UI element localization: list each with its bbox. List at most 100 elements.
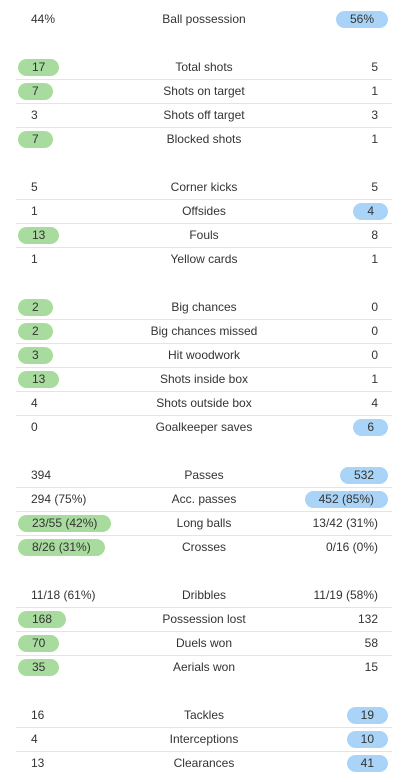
stat-label: Blocked shots [166,132,242,146]
home-value-cell: 11/18 (61%) [18,584,109,607]
home-value-highlight: 7 [18,83,53,100]
stat-row: 7 Shots on target 1 [16,80,392,104]
home-value-cell: 44% [18,8,69,31]
away-value-cell: 1 [357,368,388,391]
home-value: 3 [31,108,38,122]
home-value-cell: 2 [18,296,53,319]
stat-label: Big chances [171,300,237,314]
home-value-cell: 168 [18,608,67,631]
home-value-cell: 8/26 (31%) [18,536,105,559]
stat-group: 16 Tackles 19 4 Interceptions 10 13 Clearances 4… [16,704,392,776]
stat-row: 70 Duels won 58 [16,632,392,656]
stat-label: Fouls [189,228,219,242]
away-value-highlight: 4 [353,203,388,220]
stat-row: 3 Hit woodwork 0 [16,344,392,368]
stat-row: 394 Passes 532 [16,464,392,488]
away-value: 15 [364,660,378,674]
home-value-cell: 5 [18,176,52,199]
away-value-cell: 132 [344,608,388,631]
away-value-cell: 11/19 (58%) [300,584,388,607]
stat-row: 3 Shots off target 3 [16,104,392,128]
away-value: 4 [371,396,378,410]
home-value-highlight: 23/55 (42%) [18,515,112,532]
home-value: 44% [31,12,56,26]
away-value: 5 [371,180,378,194]
home-value: 4 [31,732,38,746]
stat-group: 44% Ball possession 56% [16,8,392,32]
stat-row: 13 Shots inside box 1 [16,368,392,392]
away-value-cell: 41 [346,752,388,775]
home-value: 16 [31,708,45,722]
home-value: 13 [31,756,45,770]
home-value: 11/18 (61%) [31,588,96,602]
home-value-cell: 13 [18,368,60,391]
stat-group: 394 Passes 532 294 (75%) Acc. passes 452 (85%… [16,464,392,560]
away-value-cell: 56% [335,8,388,31]
away-value-highlight: 452 (85%) [304,491,388,508]
stat-row: 44% Ball possession 56% [16,8,392,32]
stat-row: 2 Big chances missed 0 [16,320,392,344]
stat-label: Yellow cards [170,252,238,266]
away-value-highlight: 56% [335,11,388,28]
away-value: 11/19 (58%) [313,588,378,602]
home-value: 394 [31,468,52,482]
home-value-cell: 0 [18,416,52,439]
stat-label: Corner kicks [170,180,238,194]
away-value: 13/42 (31%) [312,516,378,530]
away-value: 1 [371,84,378,98]
home-value: 294 (75%) [31,492,87,506]
home-value-highlight: 13 [18,227,60,244]
stat-group: 1 7 Total shots 5 7 Shots on target 1 3 Shots of… [16,56,392,152]
home-value: 5 [31,180,38,194]
home-value-cell: 7 [18,128,53,151]
home-value-highlight: 3 [18,347,53,364]
stat-row: 11/18 (61%) Dribbles 11/19 (58%) [16,584,392,608]
home-value: 4 [31,396,38,410]
away-value-cell: 1 [357,128,388,151]
stat-label: Total shots [175,60,233,74]
away-value-cell: 0 [357,296,388,319]
away-value: 1 [371,252,378,266]
away-value-cell: 1 [357,248,388,271]
away-value-cell: 13/42 (31%) [299,512,388,535]
away-value-cell: 5 [357,56,388,79]
home-value-cell: 4 [18,392,52,415]
home-value-cell: 394 [18,464,65,487]
stat-row: 17 Total shots 5 [16,56,392,80]
away-value-highlight: 532 [339,467,388,484]
home-value: 1 [31,204,38,218]
stat-row: 23/55 (42%) Long balls 13/42 (31%) [16,512,392,536]
home-value-highlight: 2 [18,323,53,340]
stat-row: 7 Blocked shots 1 [16,128,392,152]
home-value-cell: 23/55 (42%) [18,512,112,535]
stat-row: 1 Yellow cards 1 [16,248,392,272]
away-value-cell: 4 [357,392,388,415]
home-value-cell: 3 [18,344,53,367]
stat-row: 13 Clearances 41 [16,752,392,776]
away-value-highlight: 6 [353,419,388,436]
home-value-cell: 2 [18,320,53,343]
stat-row: 13 Fouls 8 [16,224,392,248]
home-value-highlight: 35 [18,659,60,676]
away-value: 58 [364,636,378,650]
stat-label: Shots inside box [159,372,249,386]
home-value-cell: 35 [18,656,60,679]
stat-row: 2 Big chances 0 [16,296,392,320]
home-value-highlight: 13 [18,371,60,388]
away-value-cell: 8 [357,224,388,247]
away-value-cell: 58 [351,632,388,655]
home-value-highlight: 168 [18,611,67,628]
home-value-cell: 4 [18,728,52,751]
stat-row: 35 Aerials won 15 [16,656,392,680]
stat-row: 4 Shots outside box 4 [16,392,392,416]
away-value-highlight: 10 [346,731,388,748]
stat-row: 168 Possession lost 132 [16,608,392,632]
stat-row: 1 Offsides 4 [16,200,392,224]
away-value: 1 [371,132,378,146]
home-value-highlight: 70 [18,635,60,652]
away-value: 132 [357,612,378,626]
away-value-cell: 1 [357,80,388,103]
stat-label: Interceptions [169,732,239,746]
away-value-cell: 452 (85%) [304,488,388,511]
